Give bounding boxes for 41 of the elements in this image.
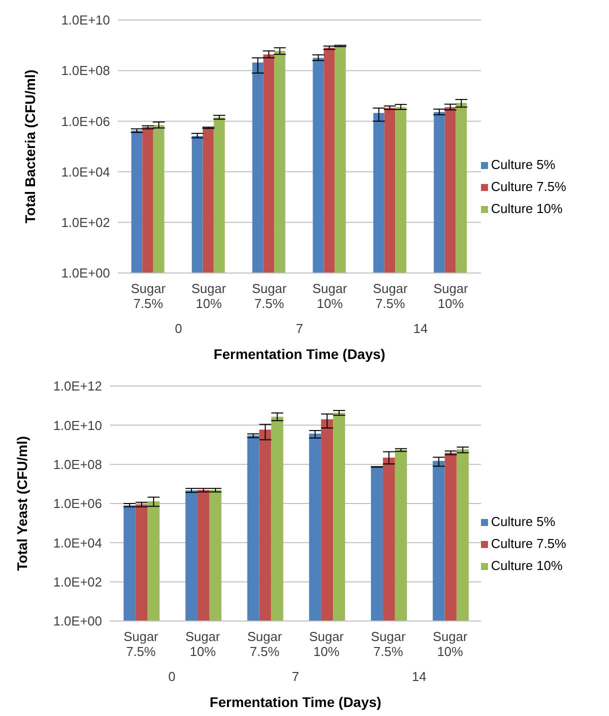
- legend-label: Culture 10%: [491, 200, 563, 218]
- x-axis-title: Fermentation Time (Days): [214, 346, 386, 362]
- y-tick-label: 1.0E+04: [61, 164, 110, 180]
- y-tick-label: 1.0E+12: [53, 378, 102, 394]
- y-tick-label: 1.0E+08: [53, 456, 102, 472]
- legend-label: Culture 7.5%: [491, 178, 566, 196]
- legend-label: Culture 10%: [491, 557, 563, 575]
- x-tick-label: Sugar 10%: [312, 281, 348, 311]
- x-tick-label: Sugar 10%: [432, 629, 468, 659]
- y-tick-label: 1.0E+10: [53, 418, 102, 433]
- y-tick-label: 1.0E+00: [53, 614, 102, 629]
- legend-label: Culture 7.5%: [491, 535, 566, 553]
- x-tick-label: Sugar 7.5%: [252, 281, 288, 311]
- x-tick-label: Sugar 7.5%: [124, 629, 159, 659]
- y-tick-label: 1.0E+10: [61, 12, 110, 28]
- x-axis-title: Fermentation Time (Days): [210, 694, 382, 710]
- y-tick-label: 1.0E+02: [53, 574, 102, 590]
- y-tick-label: 1.0E+02: [61, 215, 110, 230]
- x-tick-label: Sugar 10%: [185, 629, 221, 659]
- text: 14: [412, 669, 426, 684]
- text: 0: [174, 321, 182, 336]
- x-tick-label: Sugar 7.5%: [130, 281, 166, 311]
- y-tick-label: 1.0E+04: [53, 535, 102, 550]
- y-axis-title: Total Yeast (CFU/ml): [14, 436, 30, 571]
- y-tick-label: 1.0E+00: [61, 266, 110, 281]
- text: 14: [413, 321, 428, 336]
- text: 7: [292, 669, 300, 684]
- y-tick-label: 1.0E+08: [61, 63, 110, 78]
- legend-label: Culture 5%: [491, 156, 556, 174]
- x-tick-label: Sugar 10%: [309, 629, 344, 659]
- text: 0: [168, 669, 176, 684]
- x-tick-label: Sugar 7.5%: [370, 629, 406, 659]
- x-tick-label: Sugar 10%: [433, 281, 469, 311]
- y-tick-label: 1.0E+06: [53, 496, 102, 512]
- y-axis-title: Total Bacteria (CFU/ml): [22, 70, 38, 224]
- legend-label: Culture 5%: [491, 513, 556, 531]
- x-tick-label: Sugar 10%: [191, 281, 227, 311]
- y-tick-label: 1.0E+06: [61, 114, 110, 129]
- text: 7: [296, 321, 304, 336]
- x-tick-label: Sugar 7.5%: [372, 281, 408, 311]
- x-tick-label: Sugar 7.5%: [247, 629, 283, 659]
